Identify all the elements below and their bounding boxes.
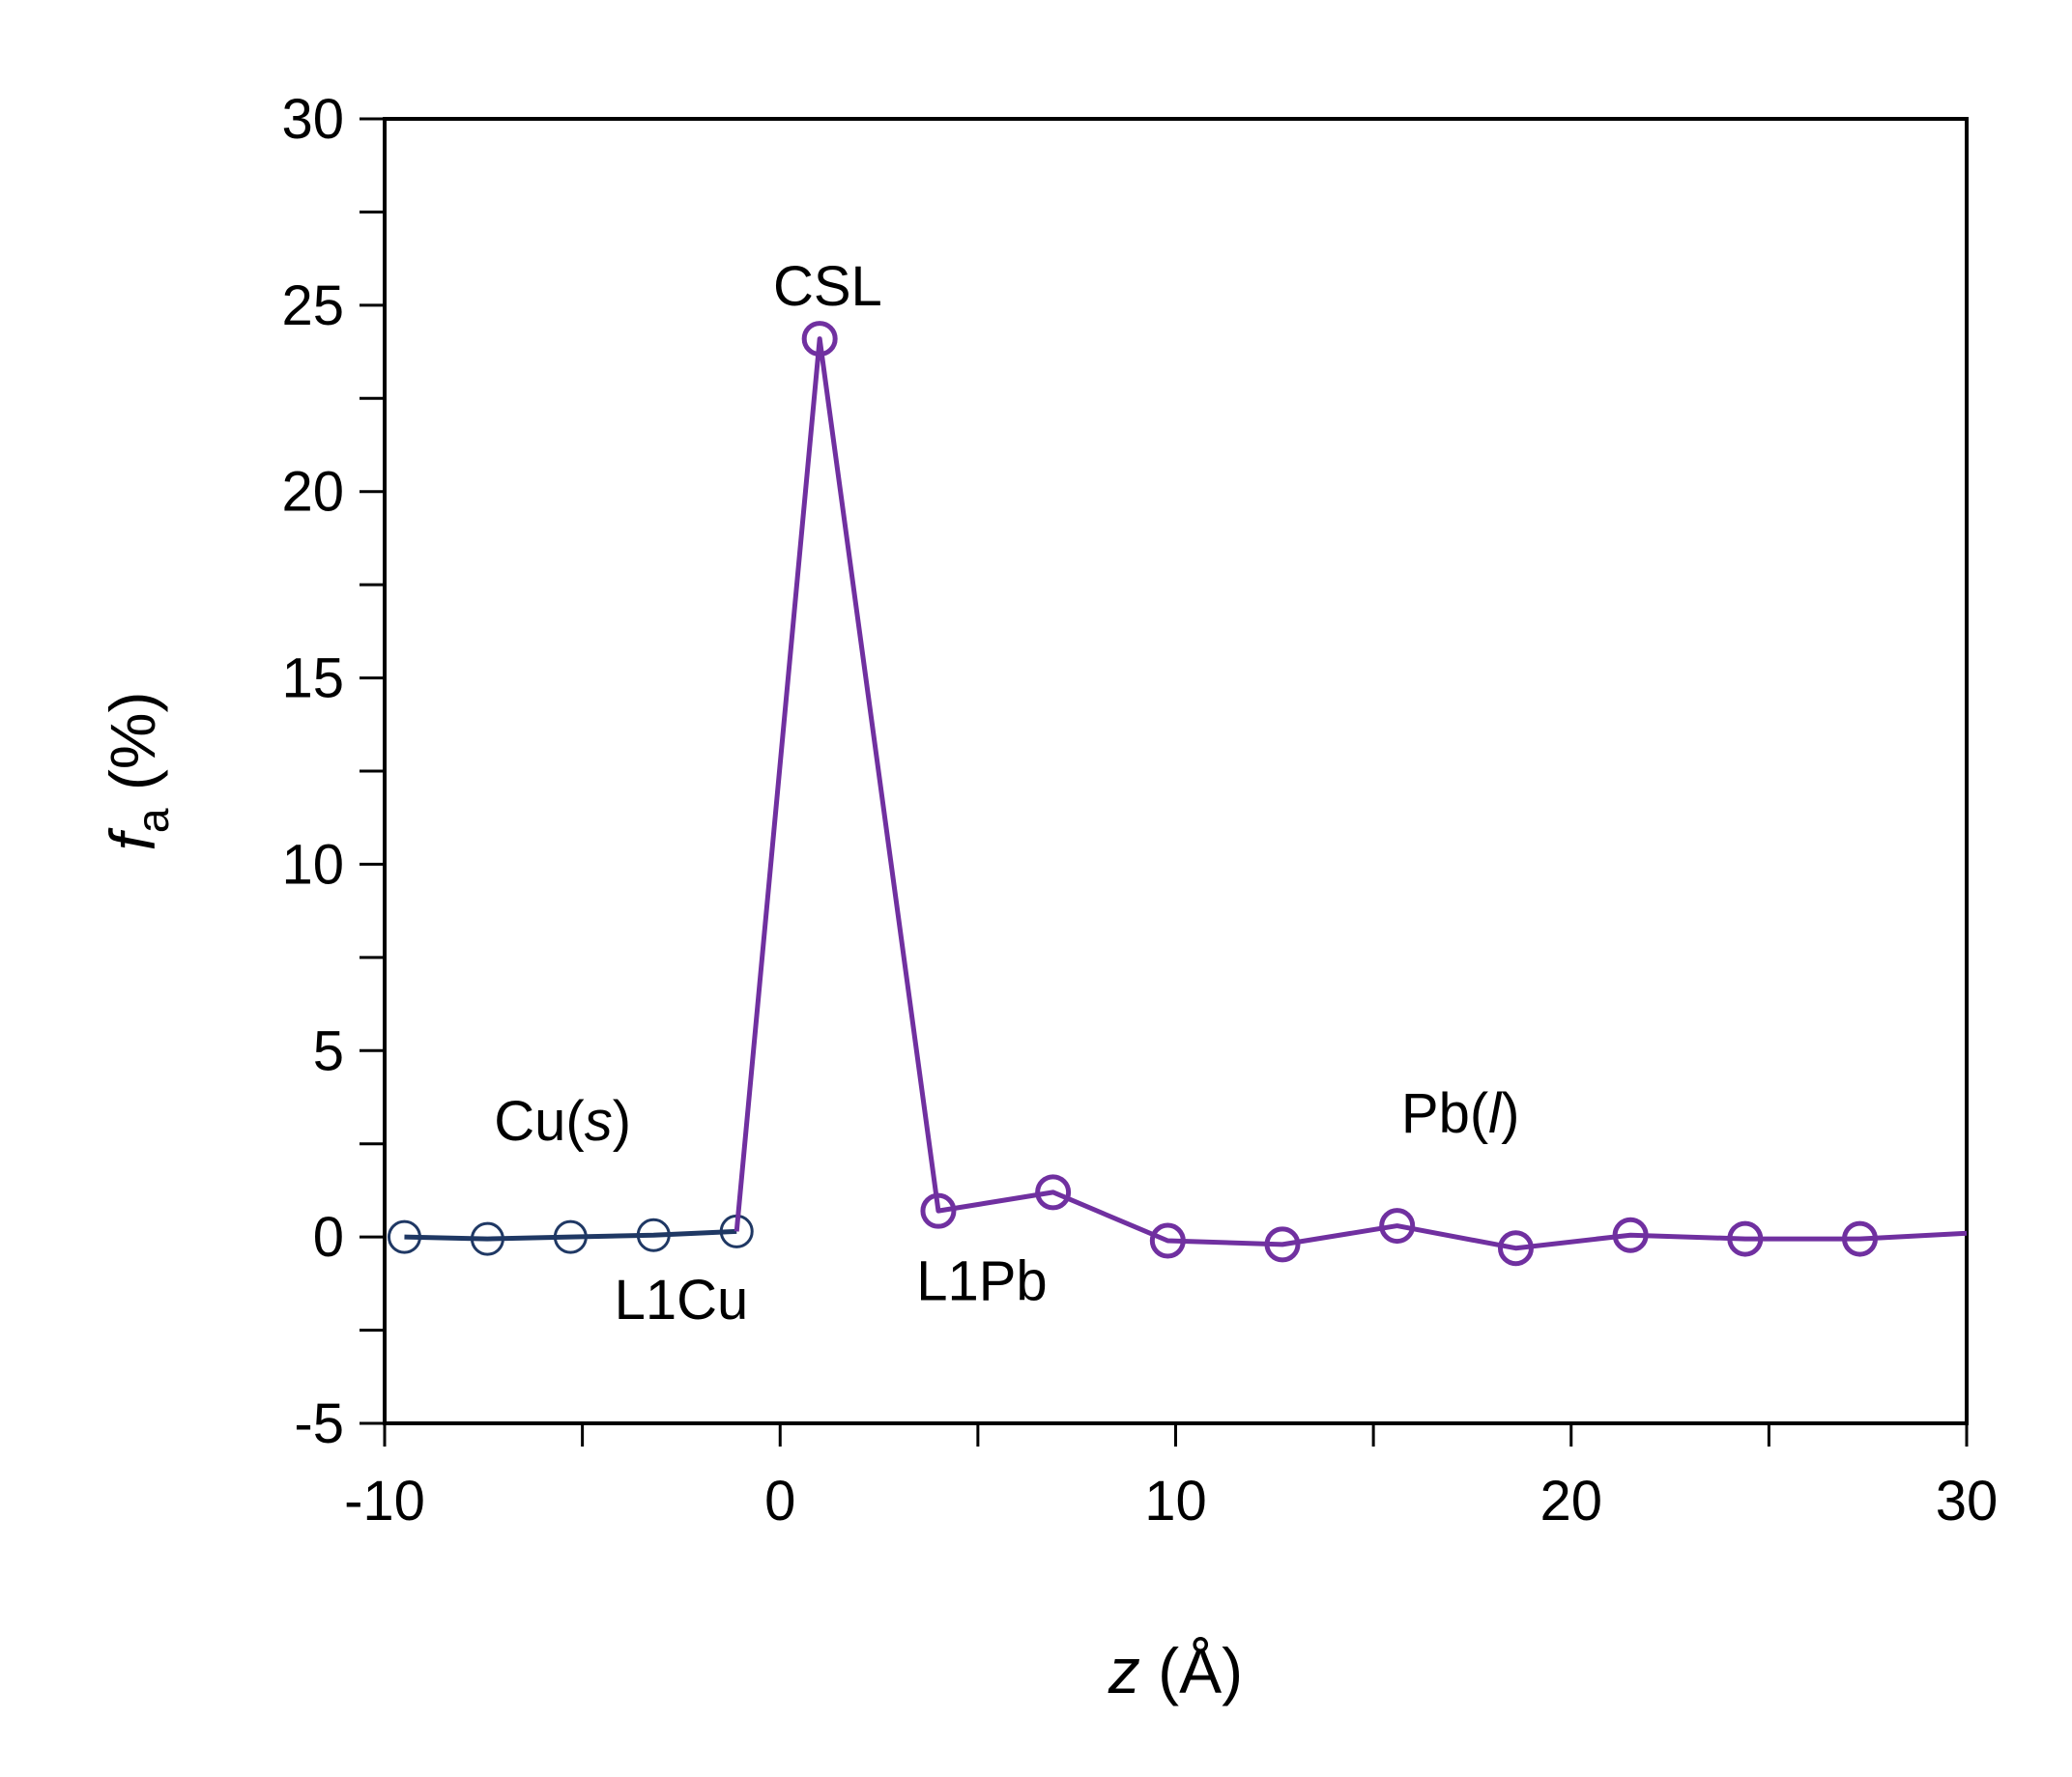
data-point [1727,1220,1764,1257]
annotation-part: Cu( [494,1090,584,1153]
data-point [801,321,838,358]
y-tick-label: 20 [281,461,344,524]
y-tick-label: 0 [313,1206,344,1269]
series-layer [387,321,1968,1267]
series-1 [734,321,1968,1267]
annotation-pb: Pb(l) [1401,1082,1519,1145]
data-point [636,1218,671,1252]
annotation-l1cu: L1Cu [615,1269,749,1332]
x-tick-label: 30 [1936,1470,1999,1533]
y-axis-label-sub: a [128,808,178,833]
annotation-part: Pb( [1401,1082,1488,1145]
data-point [553,1219,588,1254]
x-tick-label: -10 [344,1470,425,1533]
data-point [1264,1226,1301,1263]
axes: -5 0 5 10 15 20 25 30 -10 0 10 20 30 z (Å) fa (%) [97,88,1998,1706]
data-point [387,1219,421,1254]
x-axis-label-var: z [1108,1635,1140,1706]
y-axis-label: fa (%) [97,692,178,851]
x-axis-label-unit: (Å) [1140,1635,1243,1706]
data-point [1379,1208,1416,1245]
annotation-part: ) [613,1090,631,1153]
x-tick-label: 10 [1144,1470,1207,1533]
annotation-part: L1Pb [916,1250,1047,1313]
series-line [734,336,1968,1251]
data-point [920,1192,957,1229]
annotations-layer: Cu(s) L1Cu CSL L1Pb Pb(l) [494,255,1519,1332]
y-tick-label: 10 [281,833,344,896]
series-line [404,1228,737,1242]
data-point [470,1221,504,1256]
data-point [1842,1220,1879,1257]
x-tick-label: 0 [764,1470,795,1533]
annotation-part: CSL [773,255,882,318]
annotation-part: L1Cu [615,1269,749,1332]
y-tick-label: 5 [313,1019,344,1082]
annotation-part: ) [1501,1082,1519,1145]
annotation-l1pb: L1Pb [916,1250,1047,1313]
series-0 [387,1214,754,1256]
x-axis-label: z (Å) [1108,1635,1243,1706]
annotation-cu: Cu(s) [494,1090,631,1153]
data-point [1149,1222,1186,1259]
data-point [1035,1174,1072,1211]
x-tick-label: 20 [1540,1470,1602,1533]
annotation-part: l [1488,1082,1503,1145]
data-point [1612,1217,1649,1253]
data-point [1497,1230,1534,1267]
y-tick-label: 15 [281,647,344,710]
y-axis-label-unit: (%) [97,692,168,809]
annotation-part: s [585,1090,613,1153]
y-tick-label: 30 [281,88,344,151]
annotation-csl: CSL [773,255,882,318]
y-tick-label: 25 [281,274,344,337]
y-tick-label: -5 [294,1392,344,1455]
